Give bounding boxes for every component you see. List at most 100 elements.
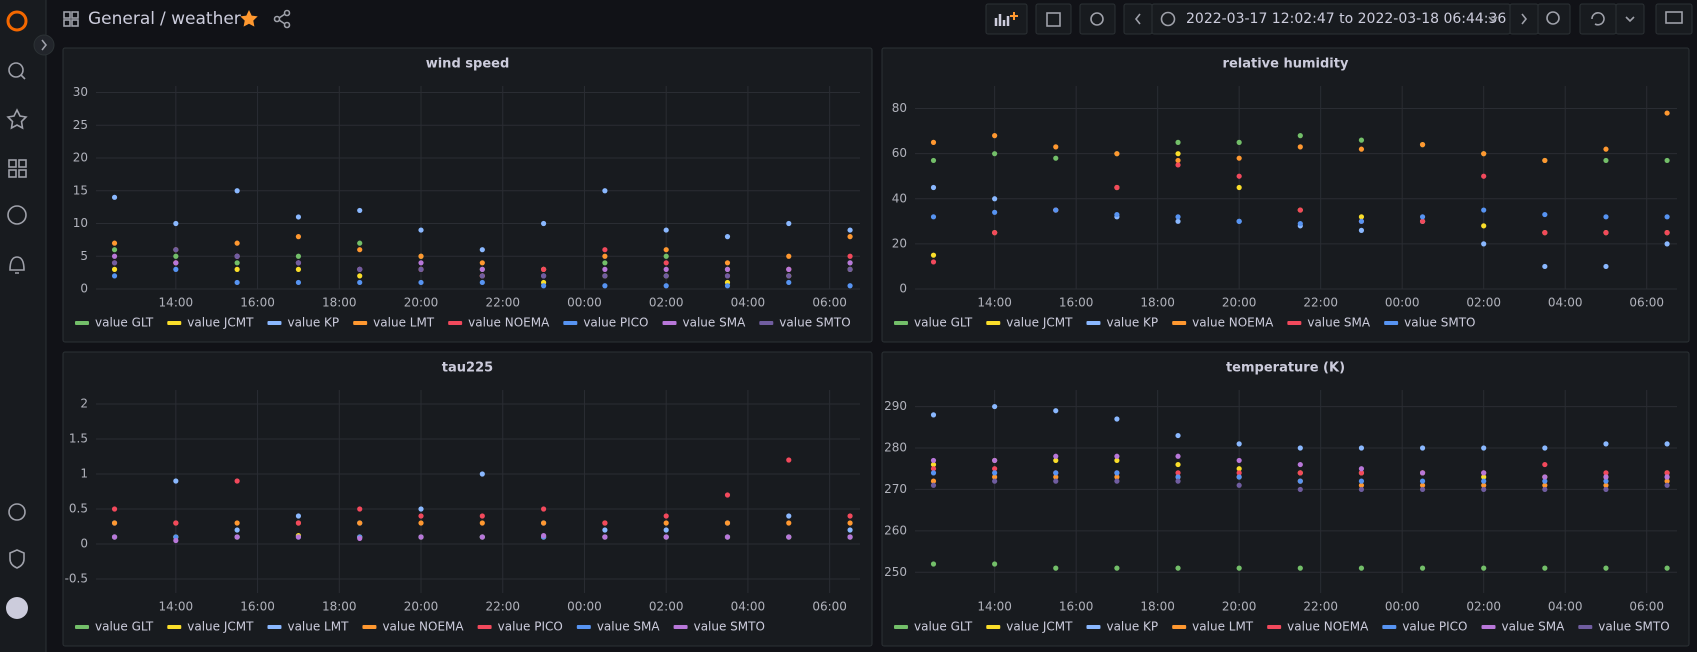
dashboards-icon[interactable] <box>8 159 27 178</box>
data-point <box>786 266 792 272</box>
data-point <box>992 133 998 139</box>
data-point <box>1175 157 1181 164</box>
panel-title: temperature (K) <box>1226 361 1345 376</box>
x-tick-label: 14:00 <box>159 296 194 310</box>
data-point <box>541 533 547 539</box>
share-button[interactable] <box>273 9 291 29</box>
y-tick-label: 1 <box>80 467 88 481</box>
data-point <box>1603 263 1609 270</box>
x-tick-label: 16:00 <box>240 296 275 310</box>
add-panel-button[interactable] <box>985 3 1028 35</box>
data-point <box>602 534 608 540</box>
data-point <box>357 279 363 286</box>
user-avatar[interactable] <box>6 597 28 619</box>
y-tick-label: 40 <box>892 191 907 205</box>
x-tick-label: 02:00 <box>649 296 684 310</box>
legend-label: value KP <box>1106 620 1158 634</box>
data-point <box>111 247 118 253</box>
data-point <box>1603 157 1609 164</box>
data-point <box>930 461 937 468</box>
data-point <box>1358 146 1365 152</box>
data-point <box>1481 478 1487 484</box>
data-point <box>234 534 240 540</box>
data-point <box>786 513 792 519</box>
y-tick-label: 0 <box>80 537 88 551</box>
data-point <box>1297 445 1303 451</box>
data-point <box>992 403 998 410</box>
panel-background <box>62 351 873 647</box>
data-point <box>930 252 937 258</box>
data-point <box>1236 466 1242 472</box>
data-point <box>663 520 669 526</box>
data-point <box>234 279 240 286</box>
data-point <box>1053 470 1059 476</box>
data-point <box>1664 214 1670 220</box>
time-forward-button[interactable] <box>1509 3 1539 35</box>
legend-swatch <box>1267 625 1282 629</box>
data-point <box>1419 486 1426 493</box>
legend-swatch <box>1086 321 1101 325</box>
legend-swatch <box>353 321 368 325</box>
data-point <box>1114 151 1120 157</box>
data-point <box>1175 470 1181 476</box>
data-point <box>1236 482 1242 488</box>
data-point <box>724 492 731 498</box>
settings-icon[interactable] <box>8 503 26 521</box>
logo[interactable] <box>6 10 28 32</box>
data-point <box>930 457 937 464</box>
data-point <box>1481 445 1487 451</box>
data-point <box>418 279 424 286</box>
data-point <box>992 230 998 236</box>
refresh-button[interactable] <box>1579 3 1617 35</box>
data-point <box>1419 470 1426 476</box>
star-button[interactable] <box>240 10 258 27</box>
zoom-out-button[interactable] <box>1537 3 1571 35</box>
y-tick-label: 0.5 <box>69 502 88 516</box>
data-point <box>295 266 302 272</box>
refresh-interval-button[interactable] <box>1615 3 1645 35</box>
data-point <box>1114 470 1120 476</box>
time-back-button[interactable] <box>1123 3 1153 35</box>
data-point <box>1481 241 1487 247</box>
panel: temperature (K) 250 260 270 280 290 14:00 16:00… <box>881 351 1690 647</box>
folder-link[interactable]: General <box>88 9 155 29</box>
data-point <box>663 527 669 533</box>
explore-icon[interactable] <box>7 205 27 225</box>
data-point <box>786 534 792 540</box>
x-tick-label: 14:00 <box>159 600 194 614</box>
search-icon[interactable] <box>8 62 26 80</box>
settings-button[interactable] <box>1079 3 1116 35</box>
data-point <box>1419 482 1426 488</box>
x-tick-label: 02:00 <box>1466 296 1501 310</box>
y-tick-label: 0 <box>80 282 88 296</box>
data-point <box>1053 207 1059 213</box>
save-button[interactable] <box>1035 3 1072 35</box>
legend-swatch <box>673 625 688 629</box>
data-point <box>930 470 937 476</box>
data-point <box>1236 441 1242 447</box>
starred-icon[interactable] <box>6 108 28 130</box>
legend-label: value PICO <box>583 316 648 330</box>
data-point <box>357 273 363 279</box>
data-point <box>1603 478 1609 484</box>
view-mode-button[interactable] <box>1655 3 1693 35</box>
legend-label: value JCMT <box>1006 316 1073 330</box>
data-point <box>1481 486 1487 493</box>
admin-icon[interactable] <box>9 549 25 569</box>
alerting-icon[interactable] <box>9 256 25 274</box>
data-point <box>1542 474 1548 480</box>
data-point <box>1419 565 1426 571</box>
data-point <box>1664 157 1670 164</box>
data-point <box>173 247 179 253</box>
data-point <box>847 513 853 519</box>
data-point <box>992 466 998 472</box>
legend-swatch <box>986 321 1001 325</box>
data-point <box>663 247 669 253</box>
data-point <box>1603 441 1609 447</box>
y-tick-label: 2 <box>80 397 88 411</box>
data-point <box>418 227 424 233</box>
legend-label: value NOEMA <box>382 620 464 634</box>
x-tick-label: 20:00 <box>1222 600 1257 614</box>
expand-button[interactable] <box>33 34 55 56</box>
